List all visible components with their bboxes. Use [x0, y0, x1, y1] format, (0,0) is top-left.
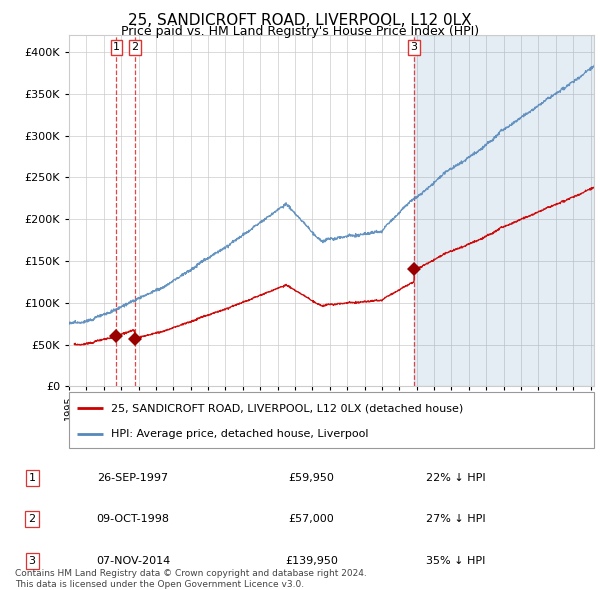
Text: £139,950: £139,950	[285, 556, 338, 566]
Text: 3: 3	[29, 556, 35, 566]
FancyBboxPatch shape	[69, 392, 594, 448]
Text: 2: 2	[131, 42, 138, 53]
Text: Price paid vs. HM Land Registry's House Price Index (HPI): Price paid vs. HM Land Registry's House …	[121, 25, 479, 38]
Text: Contains HM Land Registry data © Crown copyright and database right 2024.
This d: Contains HM Land Registry data © Crown c…	[15, 569, 367, 589]
Text: 25, SANDICROFT ROAD, LIVERPOOL, L12 0LX: 25, SANDICROFT ROAD, LIVERPOOL, L12 0LX	[128, 13, 472, 28]
Text: 07-NOV-2014: 07-NOV-2014	[96, 556, 170, 566]
Text: HPI: Average price, detached house, Liverpool: HPI: Average price, detached house, Live…	[111, 430, 368, 440]
Text: £59,950: £59,950	[289, 473, 334, 483]
Bar	[414, 35, 600, 386]
Text: 25, SANDICROFT ROAD, LIVERPOOL, L12 0LX (detached house): 25, SANDICROFT ROAD, LIVERPOOL, L12 0LX …	[111, 403, 463, 413]
Text: 35% ↓ HPI: 35% ↓ HPI	[426, 556, 485, 566]
Text: 3: 3	[410, 42, 418, 53]
Text: 2: 2	[29, 514, 36, 524]
Text: 1: 1	[113, 42, 120, 53]
Text: 26-SEP-1997: 26-SEP-1997	[97, 473, 169, 483]
Text: £57,000: £57,000	[289, 514, 334, 524]
Text: 22% ↓ HPI: 22% ↓ HPI	[426, 473, 485, 483]
Text: 1: 1	[29, 473, 35, 483]
Text: 27% ↓ HPI: 27% ↓ HPI	[426, 514, 485, 524]
Text: 09-OCT-1998: 09-OCT-1998	[97, 514, 169, 524]
